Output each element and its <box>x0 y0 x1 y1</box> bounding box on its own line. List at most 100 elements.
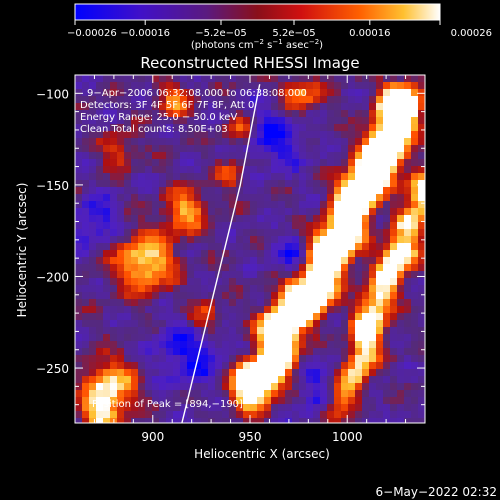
x-tick-label: 900 <box>141 430 164 444</box>
heatmap-cell <box>208 327 216 335</box>
heatmap-cell <box>306 166 314 174</box>
heatmap-cell <box>320 264 328 272</box>
heatmap-cell <box>313 341 321 349</box>
heatmap-cell <box>271 285 279 293</box>
heatmap-cell <box>306 355 314 363</box>
heatmap-cell <box>355 397 363 405</box>
heatmap-cell <box>257 243 265 251</box>
heatmap-cell <box>264 355 272 363</box>
heatmap-cell <box>138 180 146 188</box>
heatmap-cell <box>208 362 216 370</box>
heatmap-cell <box>103 229 111 237</box>
heatmap-cell <box>306 404 314 412</box>
heatmap-cell <box>390 236 398 244</box>
heatmap-cell <box>285 201 293 209</box>
heatmap-cell <box>257 89 265 97</box>
heatmap-cell <box>278 117 286 125</box>
heatmap-cell <box>250 215 258 223</box>
heatmap-cell <box>222 250 230 258</box>
heatmap-cell <box>236 138 244 146</box>
heatmap-cell <box>313 236 321 244</box>
heatmap-cell <box>292 208 300 216</box>
heatmap-cell <box>131 173 139 181</box>
heatmap-cell <box>166 117 174 125</box>
heatmap-cell <box>222 96 230 104</box>
heatmap-cell <box>418 187 425 195</box>
heatmap-cell <box>110 159 118 167</box>
heatmap-cell <box>383 180 391 188</box>
heatmap-cell <box>355 173 363 181</box>
heatmap-cell <box>152 376 160 384</box>
heatmap-cell <box>194 376 202 384</box>
heatmap-cell <box>82 271 90 279</box>
heatmap-cell <box>236 376 244 384</box>
heatmap-cell <box>250 124 258 132</box>
heatmap-cell <box>355 278 363 286</box>
heatmap-cell <box>124 362 132 370</box>
heatmap-cell <box>138 110 146 118</box>
heatmap-cell <box>334 89 342 97</box>
heatmap-cell <box>103 145 111 153</box>
heatmap-cell <box>271 383 279 391</box>
heatmap-cell <box>355 306 363 314</box>
heatmap-cell <box>292 264 300 272</box>
heatmap-cell <box>103 292 111 300</box>
heatmap-cell <box>348 166 356 174</box>
heatmap-cell <box>306 390 314 398</box>
heatmap-cell <box>348 96 356 104</box>
heatmap-cell <box>75 180 83 188</box>
heatmap-cell <box>355 124 363 132</box>
heatmap-cell <box>159 180 167 188</box>
heatmap-cell <box>278 355 286 363</box>
heatmap-cell <box>103 383 111 391</box>
heatmap-cell <box>264 362 272 370</box>
heatmap-cell <box>271 131 279 139</box>
heatmap-cell <box>299 243 307 251</box>
heatmap-cell <box>348 257 356 265</box>
heatmap-cell <box>89 250 97 258</box>
heatmap-cell <box>180 117 188 125</box>
heatmap-cell <box>250 138 258 146</box>
heatmap-cell <box>362 285 370 293</box>
heatmap-cell <box>334 159 342 167</box>
heatmap-cell <box>201 89 209 97</box>
heatmap-cell <box>376 383 384 391</box>
heatmap-cell <box>397 180 405 188</box>
heatmap-cell <box>418 306 425 314</box>
heatmap-cell <box>390 131 398 139</box>
heatmap-cell <box>82 355 90 363</box>
heatmap-cell <box>131 306 139 314</box>
heatmap-cell <box>159 110 167 118</box>
heatmap-cell <box>222 82 230 90</box>
heatmap-cell <box>299 229 307 237</box>
heatmap-cell <box>362 201 370 209</box>
heatmap-cell <box>341 194 349 202</box>
heatmap-cell <box>397 278 405 286</box>
heatmap-cell <box>243 110 251 118</box>
heatmap-cell <box>82 159 90 167</box>
heatmap-cell <box>152 306 160 314</box>
heatmap-cell <box>89 75 97 83</box>
heatmap-cell <box>383 131 391 139</box>
heatmap-cell <box>257 159 265 167</box>
heatmap-cell <box>334 418 342 423</box>
heatmap-cell <box>306 89 314 97</box>
heatmap-cell <box>320 362 328 370</box>
heatmap-cell <box>159 75 167 83</box>
heatmap-cell <box>397 362 405 370</box>
heatmap-cell <box>173 278 181 286</box>
heatmap-cell <box>152 334 160 342</box>
heatmap-cell <box>89 82 97 90</box>
heatmap-cell <box>376 264 384 272</box>
heatmap-cell <box>397 271 405 279</box>
heatmap-cell <box>75 124 83 132</box>
heatmap-cell <box>327 236 335 244</box>
heatmap-cell <box>131 341 139 349</box>
heatmap-cell <box>110 383 118 391</box>
heatmap-cell <box>201 278 209 286</box>
heatmap-cell <box>397 145 405 153</box>
heatmap-cell <box>411 194 419 202</box>
heatmap-cell <box>313 138 321 146</box>
heatmap-cell <box>418 418 425 423</box>
heatmap-cell <box>152 131 160 139</box>
